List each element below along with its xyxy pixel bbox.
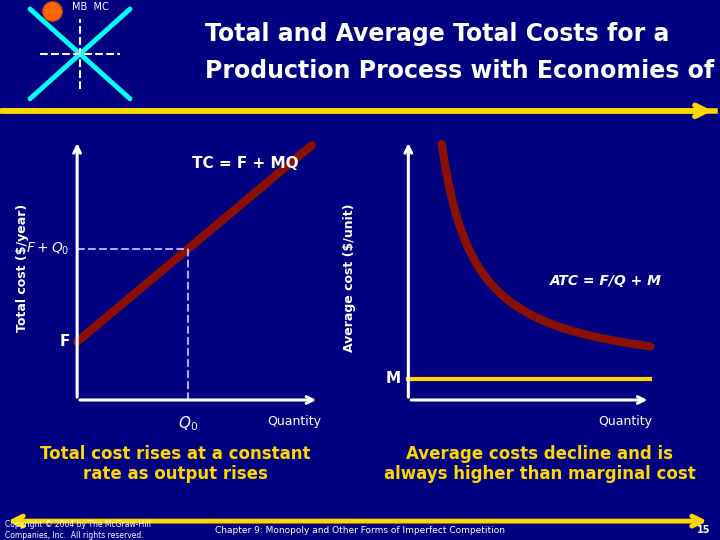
Text: MB  MC: MB MC	[71, 2, 109, 12]
Text: Chapter 9: Monopoly and Other Forms of Imperfect Competition: Chapter 9: Monopoly and Other Forms of I…	[215, 525, 505, 535]
Text: TC = F + MQ: TC = F + MQ	[192, 156, 298, 171]
Text: $Q_0$: $Q_0$	[178, 415, 198, 433]
Text: Copyright © 2004 by The McGraw-Hill
Companies, Inc.  All rights reserved.: Copyright © 2004 by The McGraw-Hill Comp…	[5, 521, 151, 540]
Text: Production Process with Economies of Scale: Production Process with Economies of Sca…	[205, 59, 720, 83]
Text: Total cost ($/year): Total cost ($/year)	[17, 204, 30, 332]
Text: Quantity: Quantity	[599, 415, 653, 428]
Text: Total and Average Total Costs for a: Total and Average Total Costs for a	[205, 22, 670, 46]
Text: 15: 15	[696, 525, 710, 535]
Text: Average cost ($/unit): Average cost ($/unit)	[343, 204, 356, 353]
Text: Quantity: Quantity	[268, 415, 322, 428]
Text: ATC = F/Q + M: ATC = F/Q + M	[550, 274, 662, 288]
Text: Total cost rises at a constant
rate as output rises: Total cost rises at a constant rate as o…	[40, 445, 310, 483]
Text: $F + Q_0$: $F + Q_0$	[27, 240, 70, 257]
Text: F: F	[59, 334, 70, 349]
Text: M: M	[386, 372, 401, 386]
Text: Average costs decline and is
always higher than marginal cost: Average costs decline and is always high…	[384, 445, 696, 483]
